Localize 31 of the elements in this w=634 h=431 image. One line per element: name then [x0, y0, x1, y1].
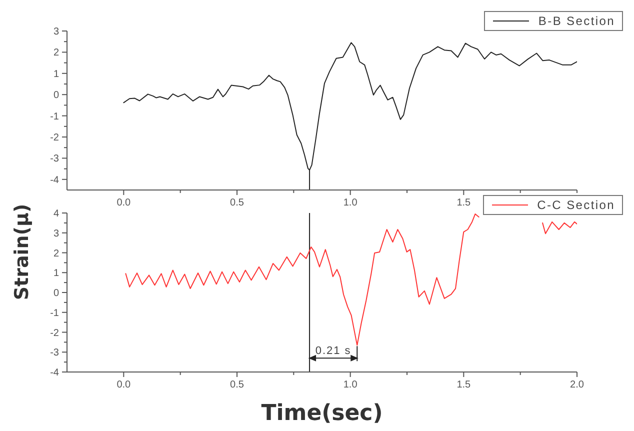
y-tick-label: -2	[50, 132, 60, 144]
y-tick-label: -4	[50, 368, 60, 378]
x-tick-label: 1.5	[456, 380, 472, 390]
y-tick-label: 0	[53, 288, 60, 299]
x-tick-label: 1.0	[343, 380, 358, 390]
annotation: 0.21 s	[315, 345, 352, 358]
legend-label: B-B Section	[538, 13, 615, 29]
x-tick-label: 0.0	[116, 380, 132, 390]
legend-label: C-C Section	[537, 197, 615, 213]
y-axis-title: Strain(μ)	[11, 204, 33, 300]
y-tick-label: -4	[50, 174, 60, 186]
x-tick-label: 1.5	[456, 198, 472, 208]
y-tick-label: -1	[50, 111, 60, 122]
y-tick-label: 2	[53, 48, 60, 59]
x-tick-label: 0.5	[230, 198, 244, 208]
x-tick-label: 1.0	[343, 198, 358, 208]
y-tick-label: -3	[50, 348, 60, 359]
y-tick-label: -3	[50, 154, 60, 165]
y-tick-label: 1	[53, 268, 60, 280]
y-tick-label: -2	[50, 328, 60, 339]
y-tick-label: -1	[50, 308, 60, 319]
y-tick-label: 4	[53, 208, 60, 220]
y-tick-label: 2	[53, 248, 60, 260]
x-axis-title: Time(sec)	[261, 401, 383, 426]
x-tick-label: 2.0	[570, 380, 584, 390]
y-tick-label: 3	[53, 26, 60, 38]
x-tick-label: 0.0	[116, 198, 132, 208]
y-tick-label: 3	[53, 228, 60, 240]
y-tick-label: 1	[53, 68, 60, 80]
x-tick-label: 0.5	[230, 380, 244, 390]
y-tick-label: 0	[53, 90, 60, 102]
